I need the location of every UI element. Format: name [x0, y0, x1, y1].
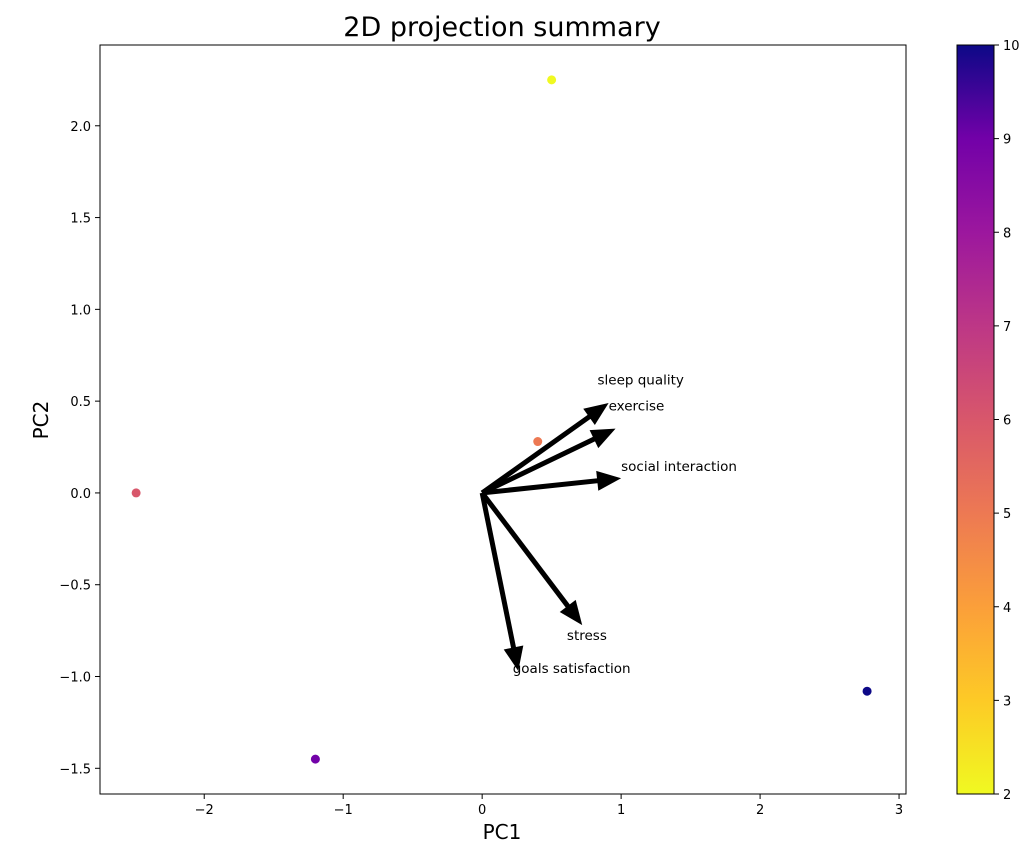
loading-label: stress — [567, 628, 607, 644]
scatter-point — [131, 488, 141, 498]
loading-arrow-head — [559, 599, 583, 626]
x-tick-label: −1 — [334, 803, 353, 818]
y-tick-label: 2.0 — [70, 120, 91, 135]
chart-title: 2D projection summary — [343, 12, 660, 43]
colorbar-tick-label: 5 — [1003, 507, 1011, 522]
x-tick-label: 2 — [756, 803, 764, 818]
loading-arrow-shaft — [480, 491, 571, 610]
loading-arrow-head — [596, 470, 622, 491]
colorbar-tick-label: 4 — [1003, 601, 1011, 616]
loading-label: goals satisfaction — [513, 661, 631, 677]
loading-label: exercise — [609, 398, 665, 414]
loading-labels: sleep quality exercise social interaction s… — [513, 373, 737, 677]
colorbar — [956, 44, 995, 795]
x-tick-label: 0 — [478, 803, 486, 818]
scatter-point — [547, 75, 557, 85]
y-tick-label: −0.5 — [59, 579, 91, 594]
x-tick-label: −2 — [195, 803, 214, 818]
plot-area — [99, 44, 907, 795]
y-tick-label: −1.5 — [59, 762, 91, 777]
loading-label: social interaction — [621, 459, 737, 475]
colorbar-tick-label: 6 — [1003, 414, 1011, 429]
loading-arrow-head — [589, 428, 616, 449]
colorbar-tick-label: 3 — [1003, 694, 1011, 709]
colorbar-tick-label: 2 — [1003, 788, 1011, 803]
loading-arrow-shaft — [479, 492, 517, 650]
scatter-point — [533, 437, 543, 447]
y-tick-label: −1.0 — [59, 671, 91, 686]
y-axis-ticks: −1.5 −1.0 −0.5 0.0 0.5 1.0 1.5 2.0 — [59, 120, 100, 777]
loading-label: sleep quality — [597, 373, 683, 389]
y-tick-label: 1.5 — [70, 212, 91, 227]
x-axis-label: PC1 — [483, 820, 522, 844]
loading-arrow-head — [503, 645, 524, 672]
scatter-points — [131, 75, 872, 764]
y-tick-label: 0.0 — [70, 487, 91, 502]
loading-arrows — [479, 402, 622, 672]
scatter-point — [310, 754, 320, 764]
x-axis-ticks: −2 −1 0 1 2 3 — [195, 794, 903, 818]
x-tick-label: 1 — [617, 803, 625, 818]
scatter-point — [862, 686, 872, 696]
colorbar-ticks: 2 3 4 5 6 7 8 9 10 — [994, 39, 1020, 803]
y-tick-label: 0.5 — [70, 395, 91, 410]
colorbar-tick-label: 10 — [1003, 39, 1020, 54]
colorbar-tick-label: 8 — [1003, 226, 1011, 241]
loading-arrow-head — [583, 402, 609, 426]
x-tick-label: 3 — [895, 803, 903, 818]
loading-arrow-shaft — [481, 478, 600, 496]
colorbar-tick-label: 9 — [1003, 133, 1011, 148]
y-axis-label: PC2 — [29, 401, 53, 440]
colorbar-tick-label: 7 — [1003, 320, 1011, 335]
loading-arrow-shaft — [480, 413, 593, 495]
loading-arrow-shaft — [481, 435, 597, 496]
y-tick-label: 1.0 — [70, 303, 91, 318]
